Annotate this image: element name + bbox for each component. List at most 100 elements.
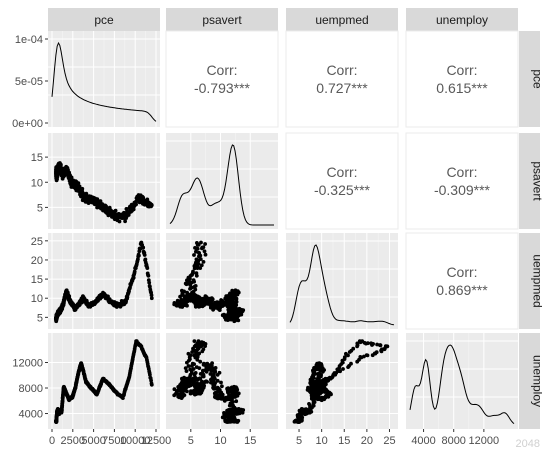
y-tick-psavert-0: 5 (37, 202, 43, 214)
point (239, 308, 244, 312)
point (77, 184, 82, 189)
point (198, 257, 203, 261)
x-tick-uempmed-1: 10 (316, 435, 328, 447)
point (175, 389, 180, 393)
x-tick-pce-0: 0 (49, 435, 55, 447)
point (307, 402, 311, 406)
point (204, 295, 209, 299)
point (183, 281, 188, 286)
point (145, 197, 150, 202)
point (141, 245, 146, 250)
point (370, 343, 374, 347)
point (195, 243, 200, 247)
corr-value-pce-uempmed: 0.727*** (316, 80, 368, 96)
corr-label-pce-unemploy: Corr: (446, 62, 477, 78)
point (217, 370, 222, 375)
point (194, 350, 198, 355)
point (113, 208, 118, 213)
point (233, 292, 238, 297)
point (378, 343, 382, 348)
point (370, 353, 375, 358)
gridlines-psavert-psavert (166, 133, 278, 229)
point (179, 300, 184, 305)
corr-panel-psavert-uempmed (285, 132, 399, 230)
point (194, 365, 199, 369)
y-tick-unemploy-2: 12000 (12, 358, 43, 370)
point (359, 355, 364, 360)
point (190, 364, 194, 368)
y-tick-density-2: 1e-04 (15, 34, 43, 46)
scatter-points-uempmed-pce (54, 240, 154, 324)
corr-value-psavert-uempmed: -0.325*** (314, 182, 371, 198)
point (323, 381, 328, 386)
point (194, 273, 199, 278)
point (149, 203, 154, 208)
strip-label-top-pce: pce (94, 13, 114, 27)
y-tick-density-0: 0e+00 (12, 118, 43, 130)
point (195, 357, 200, 362)
corr-panel-pce-psavert (165, 30, 279, 128)
point (215, 378, 220, 383)
point (172, 393, 177, 398)
strip-label-right-unemploy: unemploy (531, 355, 545, 407)
corr-panel-pce-unemploy (405, 30, 519, 128)
x-tick-pce-4: 10000 (120, 435, 151, 447)
density-curve-psavert (169, 144, 274, 226)
point (342, 355, 347, 360)
density-curve-uempmed (289, 244, 395, 326)
corr-label-uempmed-unemploy: Corr: (446, 264, 477, 280)
gridlines-uempmed-uempmed (286, 233, 398, 329)
point (326, 378, 331, 383)
point (59, 162, 63, 167)
point (198, 359, 203, 364)
watermark-text: 2048 (516, 438, 540, 450)
point (201, 260, 206, 264)
strip-right-uempmed (519, 233, 540, 329)
point (179, 386, 184, 391)
point (190, 350, 195, 354)
x-tick-unemploy-0: 4000 (411, 435, 435, 447)
point (149, 382, 154, 387)
point (76, 181, 81, 186)
point (365, 341, 370, 346)
point (321, 369, 325, 374)
point (215, 385, 220, 390)
point (182, 289, 187, 294)
point (192, 253, 196, 257)
plot-panel-psavert-psavert (166, 133, 278, 229)
point (197, 250, 201, 255)
strip-right-pce (519, 31, 540, 127)
point (351, 346, 356, 351)
y-tick-uempmed-3: 20 (31, 255, 43, 267)
scatter-points-psavert-pce (54, 161, 154, 224)
point (172, 301, 177, 305)
x-tick-psavert-0: 5 (188, 435, 194, 447)
x-tick-psavert-1: 10 (214, 435, 226, 447)
point (131, 207, 136, 212)
corr-value-psavert-unemploy: -0.309*** (434, 182, 491, 198)
density-curve-pce (51, 41, 157, 122)
density-curve-unemploy (409, 344, 515, 424)
x-tick-pce-1: 2500 (61, 435, 85, 447)
y-tick-unemploy-0: 4000 (19, 409, 43, 421)
point (185, 389, 189, 394)
point (193, 246, 197, 250)
point (96, 205, 100, 210)
point (234, 399, 239, 404)
corr-label-psavert-unemploy: Corr: (446, 164, 477, 180)
gridlines-pce-pce (48, 31, 160, 127)
corr-value-pce-psavert: -0.793*** (194, 80, 251, 96)
point (379, 349, 384, 354)
point (200, 245, 205, 250)
point (194, 249, 198, 254)
point (219, 380, 223, 385)
corr-panel-uempmed-unemploy (405, 232, 519, 330)
corr-value-pce-unemploy: 0.615*** (436, 80, 488, 96)
corr-panel-psavert-unemploy (405, 132, 519, 230)
point (194, 257, 199, 262)
point (189, 280, 194, 285)
point (210, 366, 215, 371)
point (69, 175, 74, 180)
point (95, 197, 100, 202)
